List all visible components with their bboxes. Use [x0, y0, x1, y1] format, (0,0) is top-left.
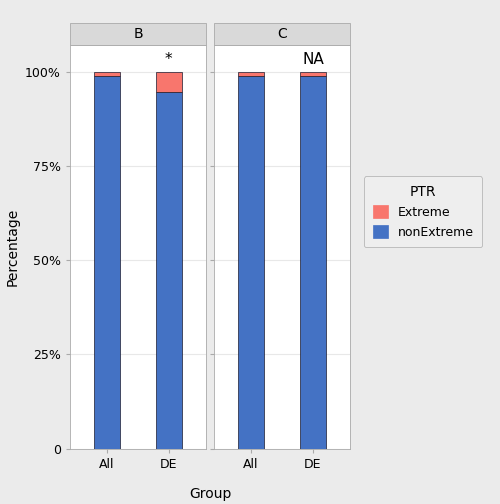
- Bar: [94, 76, 120, 449]
- Text: Group: Group: [189, 487, 231, 501]
- Bar: [238, 76, 264, 449]
- Bar: [300, 76, 326, 449]
- Bar: [238, 72, 264, 76]
- Bar: [156, 72, 182, 92]
- Y-axis label: Percentage: Percentage: [6, 208, 20, 286]
- Text: *: *: [165, 52, 172, 67]
- Text: C: C: [277, 27, 287, 41]
- Bar: [300, 72, 326, 76]
- Bar: [94, 72, 120, 76]
- Legend: Extreme, nonExtreme: Extreme, nonExtreme: [364, 176, 482, 247]
- Text: B: B: [133, 27, 143, 41]
- Text: NA: NA: [302, 52, 324, 67]
- Bar: [156, 92, 182, 449]
